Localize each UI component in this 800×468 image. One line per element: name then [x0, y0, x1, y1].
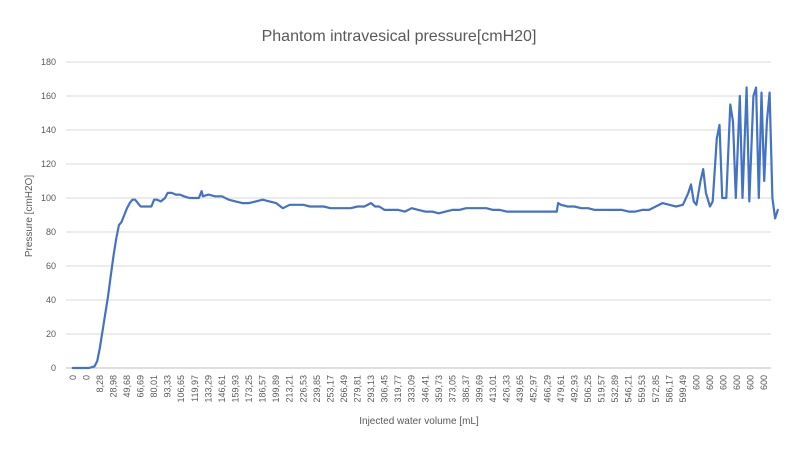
x-tick-label: 373,05: [447, 375, 457, 403]
chart-title: Phantom intravesical pressure[cmH20]: [262, 28, 537, 45]
x-tick-label: 28,98: [108, 375, 118, 398]
x-tick-label: 519,57: [597, 375, 607, 403]
y-tick-label: 160: [41, 91, 56, 101]
x-tick-label: 306,45: [380, 375, 390, 403]
x-tick-label: 572,85: [651, 375, 661, 403]
x-tick-label: 106,65: [176, 375, 186, 403]
series-layer: [71, 86, 779, 370]
y-tick-label: 120: [41, 159, 56, 169]
x-tick-label: 146,61: [217, 375, 227, 403]
x-tick-label: 600: [719, 375, 729, 390]
x-axis-title: Injected water volume [mL]: [359, 416, 479, 427]
x-tick-label: 600: [746, 375, 756, 390]
x-tick-label: 279,81: [352, 375, 362, 403]
x-tick-label: 600: [732, 375, 742, 390]
y-tick-label: 60: [46, 261, 56, 271]
x-tick-label: 359,73: [434, 375, 444, 403]
y-tick-labels: 0 20 40 60 80 100 120 140 160 180: [41, 57, 56, 373]
x-tick-label: 319,77: [393, 375, 403, 403]
y-axis-title: Pressure [cmH2O]: [24, 175, 35, 257]
x-tick-label: 93,33: [163, 375, 173, 398]
x-tick-label: 426,33: [502, 375, 512, 403]
x-tick-labels: 0 0 8,28 28,98 49,68 66,69 80,01 93,33 106,65 119…: [68, 375, 769, 403]
x-tick-label: 226,53: [298, 375, 308, 403]
x-tick-label: 266,49: [339, 375, 349, 403]
y-tick-label: 80: [46, 227, 56, 237]
x-tick-label: 452,97: [529, 375, 539, 403]
y-tick-label: 100: [41, 193, 56, 203]
x-tick-label: 119,97: [190, 375, 200, 402]
y-tick-label: 40: [46, 295, 56, 305]
x-tick-label: 173,25: [244, 375, 254, 403]
x-tick-label: 346,41: [420, 375, 430, 403]
x-tick-label: 479,61: [556, 375, 566, 403]
x-tick-label: 546,21: [624, 375, 634, 403]
x-tick-label: 600: [759, 375, 769, 390]
x-tick-label: 133,29: [203, 375, 213, 403]
x-tick-label: 600: [705, 375, 715, 390]
x-tick-label: 186,57: [258, 375, 268, 403]
x-tick-label: 492,93: [569, 375, 579, 403]
x-tick-label: 333,09: [407, 375, 417, 403]
x-tick-label: 439,65: [515, 375, 525, 403]
y-tick-label: 180: [41, 57, 56, 67]
x-tick-label: 159,93: [230, 375, 240, 403]
x-tick-label: 413,01: [488, 375, 498, 403]
x-tick-label: 506,25: [583, 375, 593, 403]
y-tick-label: 140: [41, 125, 56, 135]
x-tick-label: 0: [68, 375, 78, 380]
x-tick-label: 599,49: [678, 375, 688, 403]
x-tick-label: 253,17: [325, 375, 335, 403]
x-tick-label: 80,01: [149, 375, 159, 398]
x-tick-label: 600: [691, 375, 701, 390]
x-tick-label: 8,28: [95, 375, 105, 393]
x-tick-label: 386,37: [461, 375, 471, 403]
x-tick-label: 213,21: [285, 375, 295, 403]
x-tick-label: 199,89: [271, 375, 281, 403]
x-tick-label: 466,29: [542, 375, 552, 403]
x-tick-label: 239,85: [312, 375, 322, 403]
x-tick-label: 0: [81, 375, 91, 380]
x-tick-label: 66,69: [136, 375, 146, 398]
x-tick-label: 399,69: [475, 375, 485, 403]
series-line-pressure: [71, 86, 779, 370]
x-tick-label: 559,53: [637, 375, 647, 403]
y-tick-label: 20: [46, 329, 56, 339]
x-tick-label: 586,17: [664, 375, 674, 403]
x-tick-label: 532,89: [610, 375, 620, 403]
x-tick-label: 49,68: [122, 375, 132, 398]
y-tick-label: 0: [51, 363, 56, 373]
gridlines: [66, 61, 771, 369]
x-tick-label: 293,13: [366, 375, 376, 403]
